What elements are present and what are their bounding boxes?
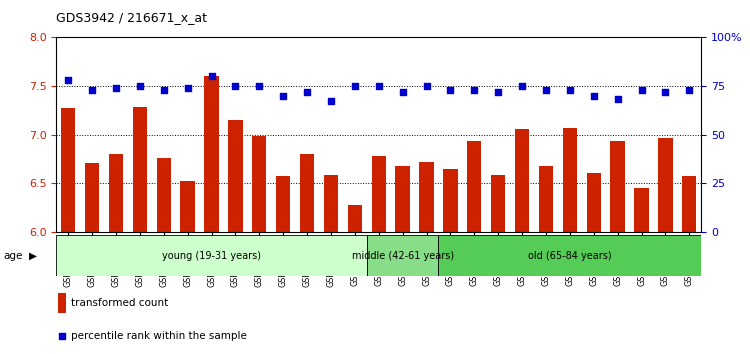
Text: age: age: [4, 251, 23, 261]
Point: [110, 85, 122, 91]
Point: [301, 89, 313, 95]
Bar: [443, 169, 458, 232]
Point: [325, 98, 337, 104]
Text: ▶: ▶: [28, 251, 37, 261]
Point: [659, 89, 671, 95]
Bar: [85, 163, 99, 232]
Point: [230, 83, 242, 88]
Point: [516, 83, 528, 88]
Bar: [252, 136, 266, 232]
Point: [56, 333, 68, 338]
Bar: [395, 166, 410, 232]
Point: [86, 87, 98, 92]
Point: [612, 97, 624, 102]
Text: middle (42-61 years): middle (42-61 years): [352, 251, 454, 261]
Point: [683, 87, 695, 92]
Point: [588, 93, 600, 98]
Bar: [658, 138, 673, 232]
Bar: [439, 235, 701, 276]
Bar: [419, 162, 434, 232]
Point: [254, 83, 266, 88]
Bar: [181, 181, 195, 232]
Bar: [586, 173, 601, 232]
Bar: [300, 154, 314, 232]
Text: old (65-84 years): old (65-84 years): [528, 251, 612, 261]
Point: [421, 83, 433, 88]
Bar: [610, 141, 625, 232]
Point: [564, 87, 576, 92]
Point: [158, 87, 170, 92]
Point: [468, 87, 480, 92]
Bar: [324, 176, 338, 232]
Bar: [562, 128, 577, 232]
Text: young (19-31 years): young (19-31 years): [162, 251, 261, 261]
Bar: [109, 154, 123, 232]
Bar: [133, 107, 147, 232]
Bar: [157, 158, 171, 232]
Text: GDS3942 / 216671_x_at: GDS3942 / 216671_x_at: [56, 11, 207, 24]
Bar: [634, 188, 649, 232]
Bar: [371, 156, 386, 232]
Bar: [348, 205, 362, 232]
Point: [349, 83, 361, 88]
Point: [206, 73, 218, 79]
Point: [134, 83, 146, 88]
Bar: [538, 166, 554, 232]
Bar: [682, 176, 697, 232]
Bar: [276, 176, 290, 232]
Point: [492, 89, 504, 95]
Bar: [228, 120, 242, 232]
Bar: [515, 129, 529, 232]
Point: [373, 83, 385, 88]
Text: percentile rank within the sample: percentile rank within the sample: [70, 331, 247, 341]
Point: [540, 87, 552, 92]
Point: [182, 85, 194, 91]
Bar: [467, 141, 482, 232]
Bar: [491, 176, 506, 232]
Text: transformed count: transformed count: [70, 298, 168, 308]
Point: [62, 77, 74, 83]
Bar: [56, 235, 367, 276]
Point: [397, 89, 409, 95]
Point: [635, 87, 647, 92]
Bar: [58, 293, 66, 314]
Point: [445, 87, 457, 92]
Bar: [367, 235, 439, 276]
Bar: [61, 108, 75, 232]
Point: [278, 93, 290, 98]
Bar: [204, 76, 219, 232]
